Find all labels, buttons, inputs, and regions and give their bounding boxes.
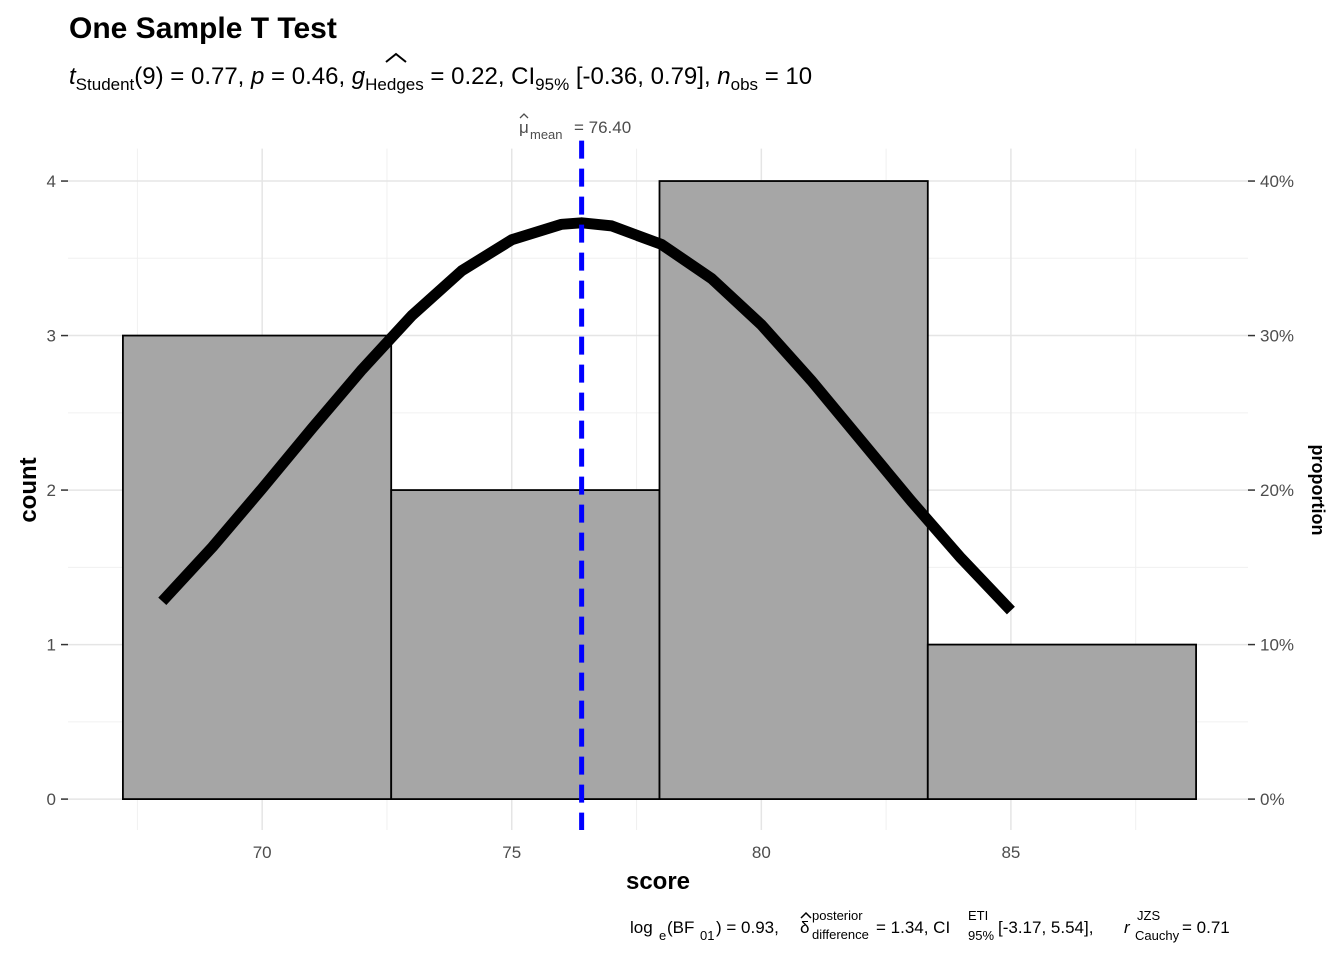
- y2-tick-label: 0%: [1260, 790, 1285, 809]
- caption-part: ETI: [968, 908, 988, 923]
- y2-axis-label: proportion: [1308, 445, 1328, 536]
- bar: [658, 180, 929, 800]
- y2-tick-label: 30%: [1260, 327, 1294, 346]
- mean-label: μ mean = 76.40: [519, 113, 631, 142]
- chart-subtitle: tStudent(9) = 0.77, p = 0.46, gHedges = …: [69, 63, 812, 94]
- x-tick-label: 85: [1001, 843, 1020, 862]
- hat: [385, 52, 407, 63]
- caption-part: difference: [812, 927, 869, 942]
- caption-part: 95%: [968, 928, 994, 943]
- caption-part: δ: [800, 918, 809, 937]
- mean-label-part: mean: [530, 127, 563, 142]
- mean-label-part: μ: [519, 118, 529, 137]
- caption-part: ) = 0.93,: [716, 918, 779, 937]
- x-tick-label: 70: [253, 843, 272, 862]
- bar: [926, 643, 1197, 800]
- caption-part: log: [630, 918, 653, 937]
- caption-part: r: [1124, 918, 1131, 937]
- caption-part: Cauchy: [1135, 928, 1180, 943]
- y2-tick-label: 20%: [1260, 481, 1294, 500]
- caption-part: e: [659, 928, 666, 943]
- chart-title: One Sample T Test: [69, 12, 337, 45]
- hat: [800, 911, 812, 919]
- y-axis-label: count: [15, 457, 42, 522]
- caption-part: = 1.34, CI: [876, 918, 950, 937]
- y-tick-label: 3: [47, 327, 56, 346]
- hat: [519, 113, 529, 119]
- mean-label-part: = 76.40: [574, 118, 631, 137]
- caption-part: [-3.17, 5.54],: [998, 918, 1093, 937]
- caption-part: posterior: [812, 908, 863, 923]
- y-tick-label: 2: [47, 481, 56, 500]
- y2-tick-label: 40%: [1260, 172, 1294, 191]
- marks: [122, 140, 1197, 830]
- caption-part: (BF: [667, 918, 694, 937]
- x-tick-label: 75: [502, 843, 521, 862]
- y-tick-label: 0: [47, 790, 56, 809]
- bar: [122, 334, 393, 800]
- x-tick-label: 80: [752, 843, 771, 862]
- caption-part: = 0.71: [1182, 918, 1230, 937]
- y2-tick-label: 10%: [1260, 636, 1294, 655]
- caption-part: 01: [700, 928, 714, 943]
- caption-part: JZS: [1137, 908, 1160, 923]
- x-axis-label: score: [626, 868, 690, 895]
- y-tick-label: 4: [47, 172, 56, 191]
- y-tick-label: 1: [47, 636, 56, 655]
- density-curve: [158, 217, 1015, 615]
- bar: [390, 489, 661, 800]
- caption: log e (BF 01 ) = 0.93, δ posterior diffe…: [630, 908, 1230, 943]
